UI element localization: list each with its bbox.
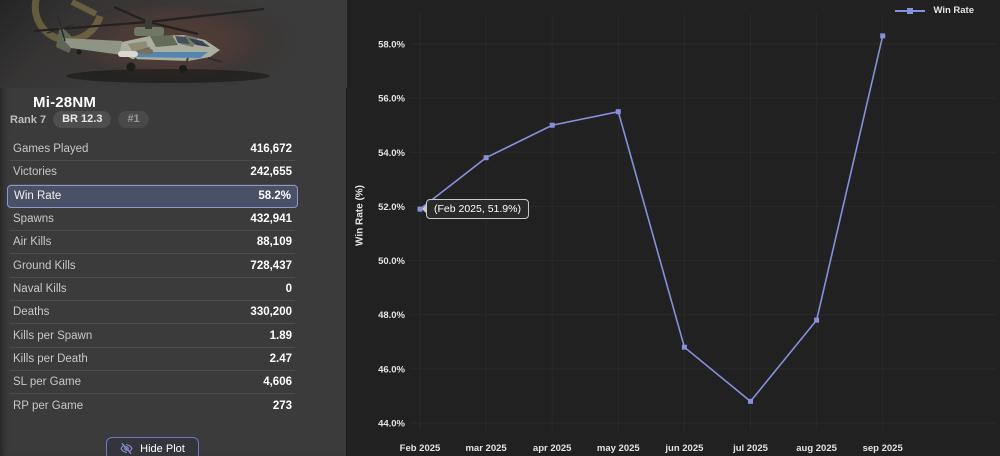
- stat-row[interactable]: Air Kills 88,109: [10, 231, 295, 255]
- plot-area[interactable]: 44.0% 46.0% 48.0% 50.0% 52.0% 54.0% 56.0% 58.0%…: [348, 0, 1000, 456]
- legend[interactable]: Win Rate: [895, 5, 974, 16]
- y-tick-label: 54.0%: [378, 148, 405, 159]
- stat-label: Deaths: [13, 306, 50, 319]
- y-tick-label: 46.0%: [378, 364, 405, 375]
- stat-row[interactable]: Deaths 330,200: [10, 301, 295, 325]
- stat-label: Air Kills: [13, 236, 52, 249]
- y-axis-title: Win Rate (%): [354, 184, 366, 247]
- stat-value: 58.2%: [258, 190, 291, 203]
- data-point-marker[interactable]: [417, 206, 423, 212]
- stat-row[interactable]: Victories 242,655: [10, 161, 295, 185]
- tooltip: (Feb 2025, 51.9%): [426, 199, 529, 220]
- helicopter-illustration: [31, 0, 270, 83]
- legend-marker: [907, 7, 914, 14]
- winrate-chart: 44.0% 46.0% 48.0% 50.0% 52.0% 54.0% 56.0% 58.0%…: [348, 0, 1000, 456]
- vehicle-stats-panel: Mi-28NM Rank 7 BR 12.3 #1 Games Played 41…: [0, 0, 347, 456]
- winrate-line: [419, 35, 884, 403]
- x-tick-label: aug 2025: [796, 443, 837, 454]
- x-tick-label: jul 2025: [732, 443, 769, 454]
- data-point-marker[interactable]: [483, 155, 489, 161]
- stat-value: 242,655: [250, 166, 292, 179]
- vehicle-name: Mi-28NM: [33, 94, 97, 111]
- stat-label: Win Rate: [14, 190, 62, 203]
- stat-row[interactable]: Kills per Spawn 1.89: [10, 324, 295, 348]
- stat-row[interactable]: Spawns 432,941: [10, 208, 295, 232]
- hide-plot-button[interactable]: Hide Plot: [106, 437, 199, 456]
- stat-label: Ground Kills: [13, 259, 76, 272]
- stat-row[interactable]: SL per Game 4,606: [10, 371, 295, 395]
- rank-label: Rank 7: [10, 113, 47, 126]
- x-tick-label: sep 2025: [863, 443, 904, 454]
- stat-value: 273: [272, 399, 292, 412]
- x-tick-label: Feb 2025: [400, 443, 441, 454]
- stat-label: Kills per Spawn: [13, 329, 93, 342]
- stat-value: 4,606: [263, 376, 292, 389]
- stat-value: 330,200: [250, 306, 292, 319]
- stat-value: 0: [285, 282, 292, 295]
- y-tick-label: 56.0%: [378, 94, 405, 105]
- y-tick-label: 52.0%: [378, 202, 405, 213]
- y-tick-label: 50.0%: [378, 256, 405, 267]
- tooltip-text: (Feb 2025, 51.9%): [434, 203, 521, 216]
- stat-value: 2.47: [269, 352, 292, 365]
- stat-row[interactable]: Games Played 416,672: [10, 138, 295, 162]
- stat-label: SL per Game: [13, 376, 81, 389]
- x-tick-label: mar 2025: [465, 443, 507, 454]
- stat-row[interactable]: Win Rate 58.2%: [7, 184, 298, 208]
- y-tick-label: 48.0%: [378, 310, 405, 321]
- stat-row[interactable]: Naval Kills 0: [10, 278, 295, 302]
- x-tick-label: apr 2025: [533, 443, 572, 454]
- panel-footer: Hide Plot: [10, 437, 295, 456]
- y-tick-label: 58.0%: [378, 40, 405, 51]
- data-point-marker[interactable]: [748, 398, 753, 404]
- legend-label: Win Rate: [933, 5, 974, 16]
- stat-value: 1.89: [269, 329, 292, 342]
- legend-line-sample: [895, 7, 926, 14]
- stat-value: 88,109: [256, 236, 292, 249]
- data-point-marker[interactable]: [681, 344, 687, 350]
- stat-label: Spawns: [13, 213, 54, 226]
- eye-off-icon: [120, 442, 133, 455]
- data-point-marker[interactable]: [615, 109, 621, 115]
- data-point-marker[interactable]: [880, 33, 886, 39]
- x-tick-label: may 2025: [597, 443, 641, 454]
- position-badge: #1: [118, 111, 149, 128]
- emblem-icon: [31, 0, 104, 44]
- stat-row[interactable]: Ground Kills 728,437: [10, 254, 295, 278]
- stat-label: Naval Kills: [13, 282, 67, 295]
- stat-row[interactable]: RP per Game 273: [10, 394, 295, 417]
- data-point-marker[interactable]: [549, 122, 555, 128]
- badge-row: Rank 7 BR 12.3 #1: [10, 111, 149, 128]
- vehicle-image: [0, 0, 347, 88]
- stat-row[interactable]: Kills per Death 2.47: [10, 348, 295, 371]
- stat-label: Kills per Death: [13, 352, 88, 365]
- stat-value: 728,437: [250, 259, 292, 272]
- stat-label: RP per Game: [13, 399, 84, 412]
- hide-plot-label: Hide Plot: [140, 442, 185, 455]
- stat-label: Games Played: [13, 143, 89, 156]
- stat-label: Victories: [13, 166, 57, 179]
- y-tick-label: 44.0%: [378, 419, 405, 430]
- data-point-marker[interactable]: [814, 317, 820, 323]
- stats-list: Games Played 416,672 Victories 242,655 Win R…: [7, 138, 298, 418]
- br-badge: BR 12.3: [53, 111, 112, 128]
- x-tick-label: jun 2025: [664, 443, 704, 454]
- stat-value: 432,941: [250, 213, 292, 226]
- stat-value: 416,672: [250, 143, 292, 156]
